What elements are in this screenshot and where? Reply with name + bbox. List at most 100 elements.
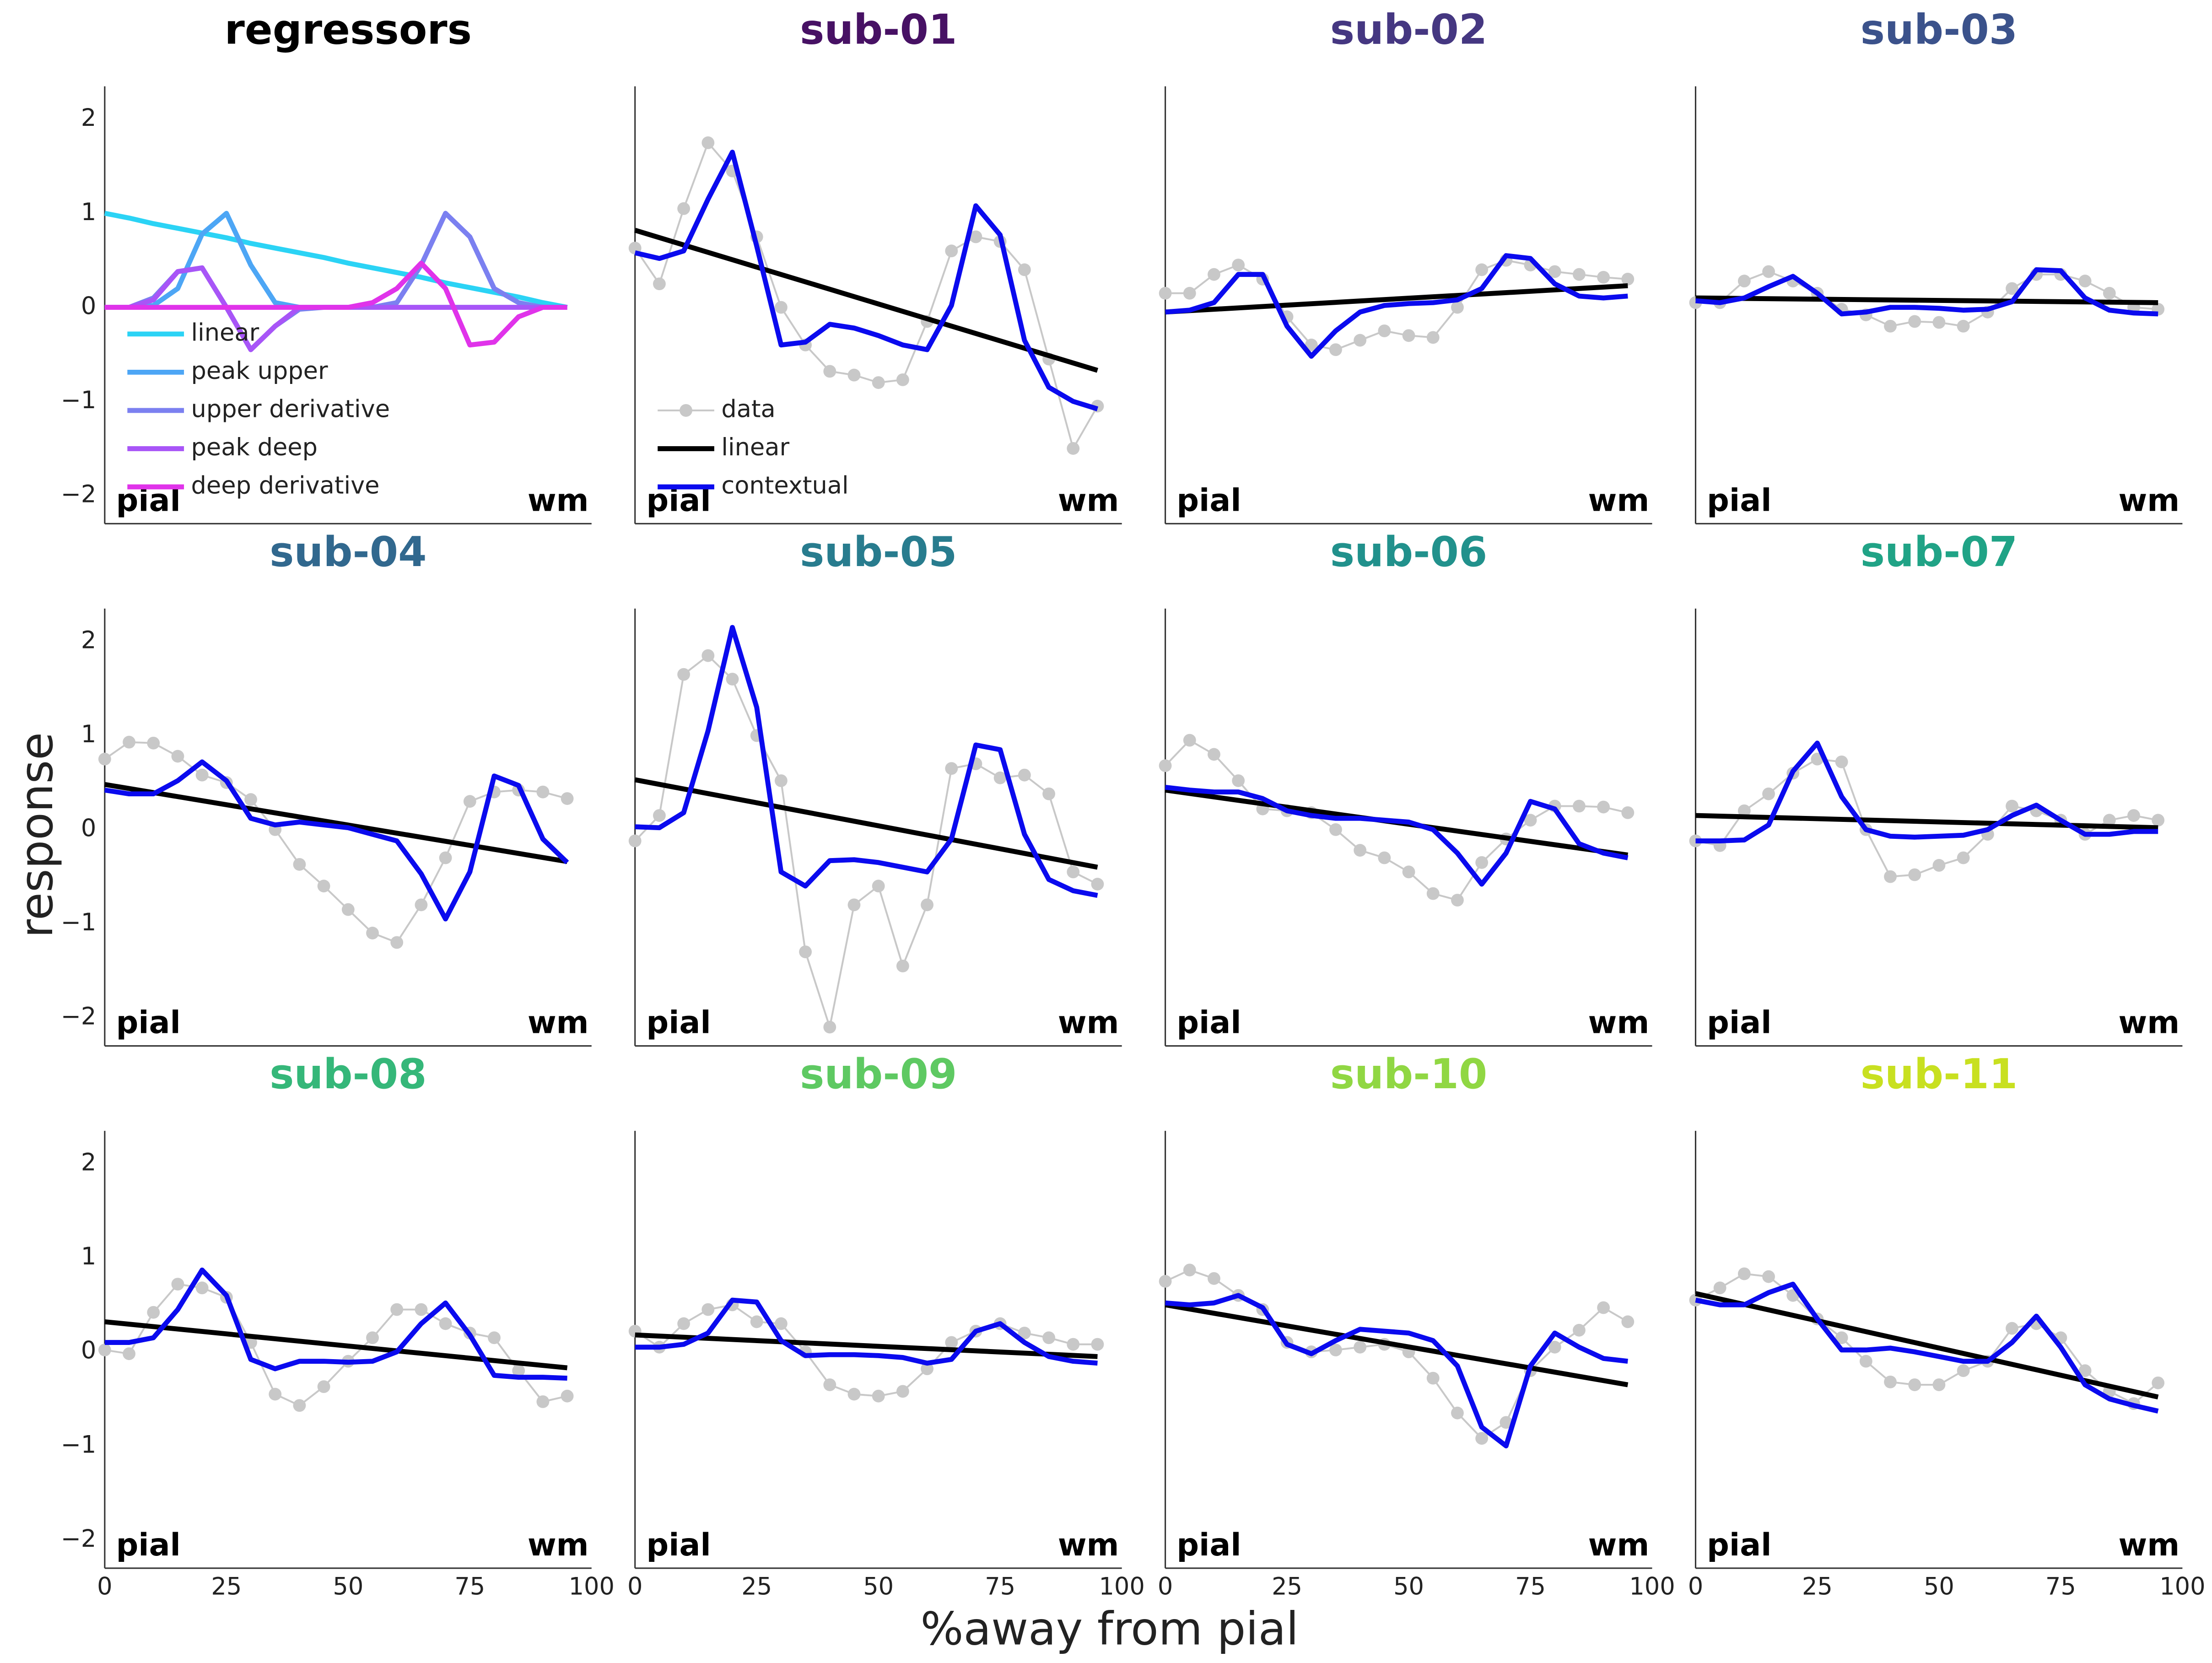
data-point bbox=[269, 1388, 282, 1401]
annotation: pial bbox=[1707, 1005, 1771, 1041]
data-point bbox=[536, 1395, 550, 1408]
data-point bbox=[1957, 851, 1970, 864]
data-point bbox=[1762, 787, 1775, 800]
data-point bbox=[1067, 1338, 1080, 1351]
y-tick-label: 0 bbox=[81, 292, 96, 320]
annotation: wm bbox=[2118, 1005, 2180, 1041]
series-line bbox=[634, 150, 1099, 411]
annotation: wm bbox=[1588, 482, 1650, 518]
data-point bbox=[774, 1317, 788, 1330]
annotation: wm bbox=[528, 1527, 589, 1563]
series-line bbox=[634, 777, 1098, 870]
x-axis-label: %away from pial bbox=[921, 1603, 1299, 1655]
x-tick-label: 50 bbox=[1924, 1573, 1954, 1601]
data-point bbox=[750, 1315, 763, 1328]
annotation: wm bbox=[528, 1005, 589, 1041]
annotation: wm bbox=[1588, 1527, 1650, 1563]
annotation: pial bbox=[646, 1527, 711, 1563]
annotation: pial bbox=[1176, 482, 1241, 518]
annotation: pial bbox=[1176, 1527, 1241, 1563]
data-point bbox=[1597, 800, 1610, 814]
data-point bbox=[701, 1303, 715, 1316]
data-point bbox=[1884, 1375, 1897, 1388]
data-point bbox=[2078, 275, 2092, 288]
series-line bbox=[1165, 785, 1629, 887]
data-point bbox=[1329, 1344, 1342, 1356]
data-point bbox=[896, 1385, 909, 1398]
data-point bbox=[1737, 275, 1751, 288]
series-line bbox=[635, 1332, 1098, 1359]
data-point bbox=[1908, 315, 1921, 328]
x-tick-label: 75 bbox=[454, 1573, 485, 1601]
series-line bbox=[104, 260, 567, 348]
annotation: pial bbox=[116, 1527, 181, 1563]
annotation: pial bbox=[646, 1005, 711, 1041]
x-tick-label: 75 bbox=[2045, 1573, 2076, 1601]
data-point bbox=[2006, 1322, 2018, 1335]
x-tick-label: 100 bbox=[1629, 1573, 1675, 1601]
x-tick-label: 0 bbox=[1688, 1573, 1703, 1601]
y-tick-label: 1 bbox=[81, 1242, 96, 1270]
data-point bbox=[921, 1362, 933, 1376]
data-point bbox=[896, 959, 909, 972]
series-line bbox=[1695, 295, 2158, 305]
data-point bbox=[2103, 814, 2116, 827]
data-point bbox=[1475, 263, 1489, 276]
data-point bbox=[1621, 806, 1635, 819]
data-point bbox=[823, 365, 836, 378]
series-line bbox=[104, 782, 568, 864]
data-point bbox=[1305, 338, 1318, 351]
series-line bbox=[104, 1267, 567, 1381]
y-tick-label: −2 bbox=[61, 480, 96, 508]
data-point bbox=[1762, 1270, 1775, 1283]
y-tick-label: 1 bbox=[81, 720, 96, 748]
data-point bbox=[1042, 787, 1055, 800]
data-point bbox=[1451, 1406, 1464, 1420]
x-tick-label: 0 bbox=[1158, 1573, 1173, 1601]
data-point bbox=[2006, 282, 2018, 295]
data-point bbox=[1067, 865, 1080, 879]
data-point bbox=[2152, 1376, 2165, 1389]
annotation: pial bbox=[116, 1005, 181, 1041]
data-point bbox=[1451, 301, 1464, 314]
data-point bbox=[677, 1317, 691, 1330]
legend-label: peak upper bbox=[191, 357, 328, 385]
data-point bbox=[415, 898, 428, 912]
data-point bbox=[1018, 1327, 1031, 1339]
data-point bbox=[1208, 268, 1220, 281]
data-point bbox=[1908, 1378, 1921, 1391]
annotation: wm bbox=[1058, 1005, 1119, 1041]
panel-title: sub-07 bbox=[1861, 529, 2018, 576]
data-point bbox=[1329, 343, 1342, 356]
legend-label: upper derivative bbox=[191, 395, 390, 423]
legend-label: deep derivative bbox=[191, 472, 380, 500]
data-point bbox=[799, 945, 812, 958]
data-point bbox=[1908, 868, 1921, 881]
data-point bbox=[847, 368, 861, 382]
series-line bbox=[1695, 267, 2158, 317]
annotation: pial bbox=[1707, 1527, 1771, 1563]
data-point bbox=[701, 649, 715, 662]
x-tick-label: 25 bbox=[1272, 1573, 1302, 1601]
data-point bbox=[1859, 1355, 1872, 1368]
annotation: pial bbox=[1707, 482, 1771, 518]
y-tick-label: −1 bbox=[61, 386, 96, 414]
data-point bbox=[244, 793, 257, 806]
y-tick-label: −2 bbox=[61, 1525, 96, 1553]
data-point bbox=[561, 792, 574, 805]
x-tick-label: 100 bbox=[1099, 1573, 1144, 1601]
legend-label: data bbox=[721, 395, 775, 423]
data-point bbox=[945, 244, 958, 258]
x-tick-label: 50 bbox=[1393, 1573, 1424, 1601]
y-axis-label: response bbox=[11, 732, 63, 938]
data-point bbox=[317, 880, 330, 893]
data-point bbox=[1018, 263, 1031, 276]
data-point bbox=[390, 1303, 404, 1316]
series-line bbox=[1695, 1281, 2159, 1414]
series-line bbox=[635, 1297, 1098, 1366]
x-tick-label: 0 bbox=[97, 1573, 112, 1601]
panel-title: sub-10 bbox=[1330, 1051, 1487, 1098]
data-point bbox=[1208, 748, 1220, 761]
annotation: wm bbox=[2118, 1527, 2180, 1563]
data-point bbox=[439, 1317, 452, 1330]
